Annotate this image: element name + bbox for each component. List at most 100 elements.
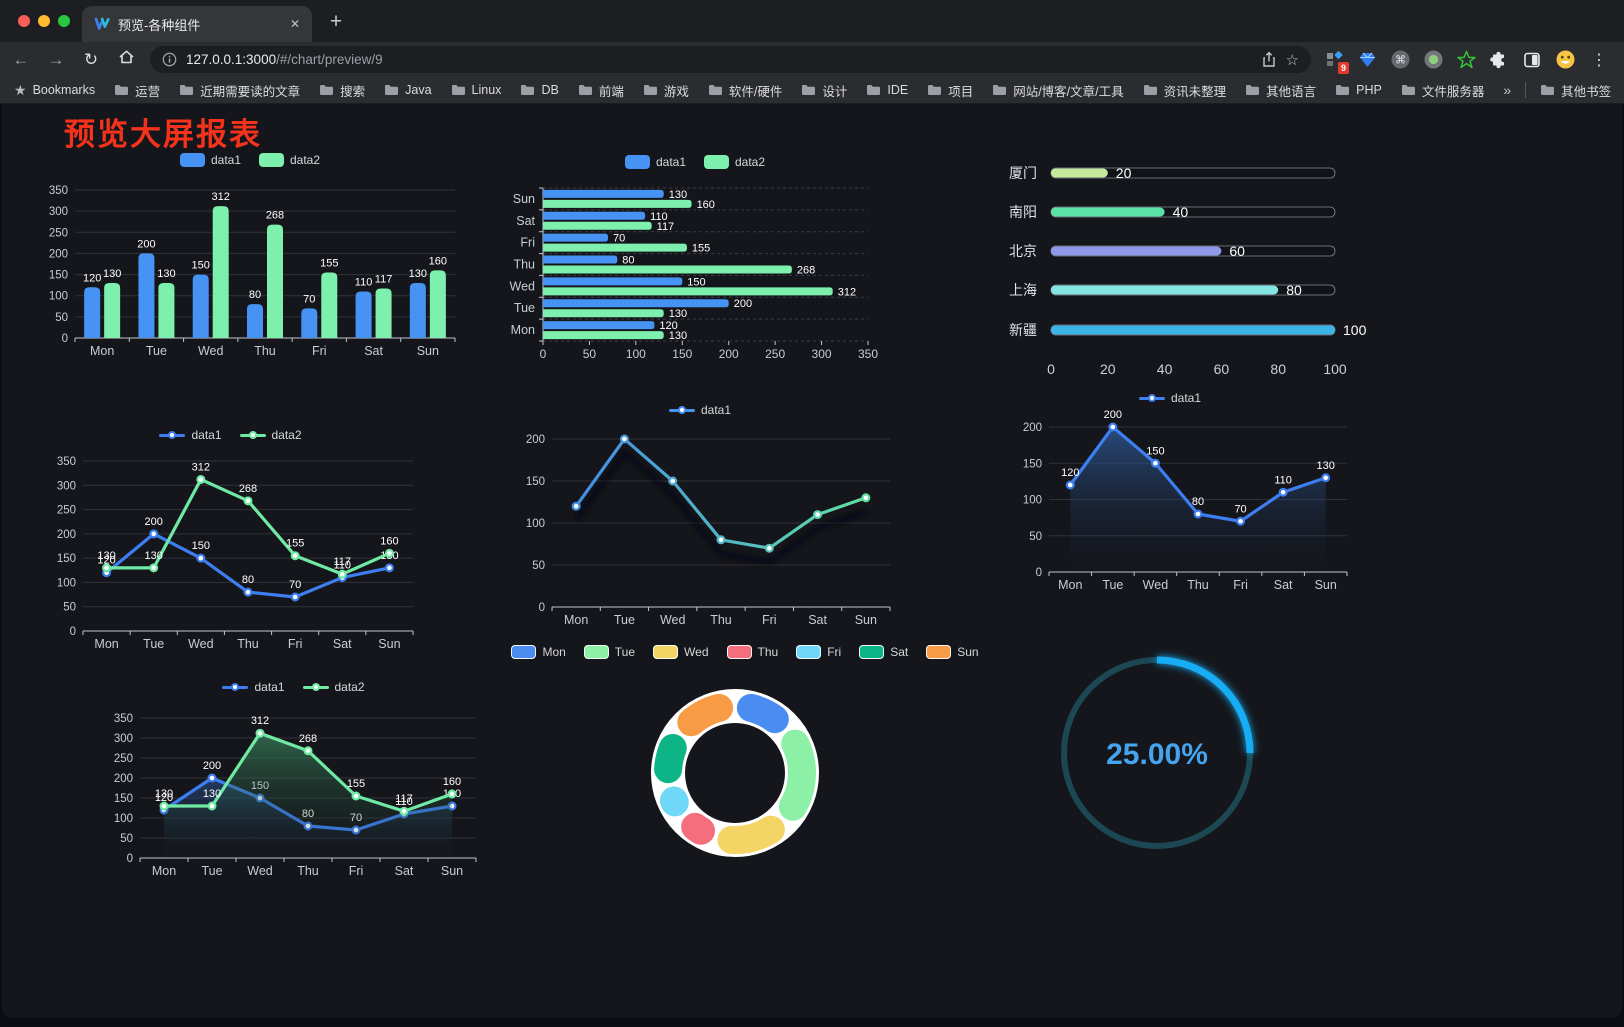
chart-canvas-area-dual: 0 50 100 150 200 250 300 350 Mon Tue Wed Thu Fri Sat S… bbox=[114, 713, 477, 878]
window-minimize-button[interactable] bbox=[38, 15, 50, 27]
svg-text:250: 250 bbox=[57, 505, 76, 517]
window-close-button[interactable] bbox=[18, 15, 30, 27]
svg-text:160: 160 bbox=[697, 199, 715, 211]
svg-text:Mon: Mon bbox=[94, 637, 118, 651]
emoji-extension-icon[interactable] bbox=[1555, 50, 1575, 70]
svg-text:110: 110 bbox=[650, 211, 668, 223]
svg-text:Sun: Sun bbox=[1315, 578, 1337, 592]
legend-item[interactable]: data2 bbox=[239, 428, 302, 442]
legend-item[interactable]: data1 bbox=[159, 428, 222, 442]
folder-icon bbox=[1541, 85, 1555, 95]
legend-item[interactable]: data2 bbox=[259, 153, 320, 167]
menu-dots-icon[interactable]: ⋮ bbox=[1591, 51, 1607, 69]
bookmark-item[interactable]: PHP bbox=[1335, 81, 1382, 100]
legend-item[interactable]: data2 bbox=[704, 155, 765, 169]
svg-text:0: 0 bbox=[70, 626, 76, 638]
bookmark-item[interactable]: 运营 bbox=[114, 81, 160, 100]
url-text: 127.0.0.1:3000/#/chart/preview/9 bbox=[186, 52, 383, 67]
legend-swatch bbox=[726, 645, 752, 659]
legend-item[interactable]: Thu bbox=[726, 645, 778, 659]
green-star-extension-icon[interactable] bbox=[1456, 50, 1476, 70]
svg-text:200: 200 bbox=[145, 516, 163, 528]
bookmark-item[interactable]: 其他语言 bbox=[1245, 81, 1316, 100]
legend-item[interactable]: data1 bbox=[668, 403, 731, 417]
svg-text:Sat: Sat bbox=[395, 864, 414, 878]
back-icon[interactable]: ← bbox=[12, 49, 30, 69]
svg-text:0: 0 bbox=[539, 602, 545, 614]
bookmark-item[interactable]: 软件/硬件 bbox=[708, 81, 782, 100]
bookmark-item[interactable]: 设计 bbox=[801, 81, 847, 100]
new-tab-button[interactable]: + bbox=[329, 10, 343, 33]
legend-item[interactable]: Sun bbox=[926, 645, 979, 659]
legend-item[interactable]: data1 bbox=[179, 153, 241, 167]
share-icon[interactable] bbox=[1261, 51, 1277, 68]
svg-text:新疆: 新疆 bbox=[1009, 322, 1037, 338]
svg-text:160: 160 bbox=[429, 255, 447, 267]
svg-text:150: 150 bbox=[192, 540, 210, 552]
svg-text:60: 60 bbox=[1229, 243, 1245, 259]
bookmark-item[interactable]: 资讯未整理 bbox=[1143, 81, 1226, 100]
home-icon[interactable] bbox=[115, 49, 137, 70]
extensions-puzzle-icon[interactable] bbox=[1489, 50, 1509, 70]
chart-canvas-area-single: 0 50 100 150 200 Mon Tue Wed Thu Fri Sat Sun 120 200 1… bbox=[1023, 409, 1348, 592]
svg-text:Thu: Thu bbox=[710, 613, 732, 627]
bookmarks-overflow-chevron[interactable]: » bbox=[1503, 82, 1512, 98]
svg-text:Tue: Tue bbox=[201, 864, 222, 878]
folder-icon bbox=[180, 85, 194, 95]
bookmark-item[interactable]: Java bbox=[384, 81, 432, 100]
legend-item[interactable]: Tue bbox=[583, 645, 635, 659]
svg-text:120: 120 bbox=[155, 792, 173, 804]
bookmark-item[interactable]: 搜索 bbox=[319, 81, 365, 100]
bookmark-item[interactable]: Linux bbox=[451, 81, 501, 100]
legend-item[interactable]: Mon bbox=[511, 645, 566, 659]
svg-text:Fri: Fri bbox=[288, 637, 303, 651]
folder-icon bbox=[643, 85, 657, 95]
gem-icon[interactable] bbox=[1357, 50, 1377, 70]
site-info-icon[interactable] bbox=[162, 52, 177, 67]
svg-text:268: 268 bbox=[299, 733, 317, 745]
legend-item[interactable]: data1 bbox=[624, 155, 686, 169]
bookmark-item[interactable]: 游戏 bbox=[643, 81, 689, 100]
bookmark-item[interactable]: 文件服务器 bbox=[1401, 81, 1484, 100]
svg-text:Thu: Thu bbox=[513, 258, 535, 272]
svg-text:150: 150 bbox=[57, 553, 76, 565]
svg-text:150: 150 bbox=[526, 476, 545, 488]
bookmark-item[interactable]: IDE bbox=[866, 81, 908, 100]
svg-text:100: 100 bbox=[57, 577, 76, 589]
address-bar[interactable]: 127.0.0.1:3000/#/chart/preview/9 ☆ bbox=[150, 46, 1311, 73]
bookmark-item[interactable]: 网站/博客/文章/工具 bbox=[992, 81, 1124, 100]
chart-canvas-line-gradient: 0 50 100 150 200 Mon Tue Wed Thu Fri Sat Sun bbox=[526, 434, 891, 627]
svg-text:Thu: Thu bbox=[254, 344, 276, 358]
browser-tab[interactable]: 预览-各种组件 ✕ bbox=[82, 6, 312, 42]
side-panel-icon[interactable] bbox=[1522, 50, 1542, 70]
bookmarks-root[interactable]: ★ Bookmarks bbox=[14, 82, 95, 99]
legend-item[interactable]: data1 bbox=[222, 680, 285, 694]
legend-item[interactable]: Wed bbox=[653, 645, 709, 659]
other-bookmarks[interactable]: 其他书签 bbox=[1540, 81, 1611, 100]
svg-text:110: 110 bbox=[334, 560, 352, 572]
grid-extension-icon[interactable]: 9 bbox=[1324, 50, 1349, 74]
command-extension-icon[interactable]: ⌘ bbox=[1390, 50, 1410, 70]
folder-icon bbox=[802, 85, 816, 95]
forward-icon[interactable]: → bbox=[47, 49, 65, 69]
svg-text:130: 130 bbox=[203, 788, 221, 800]
legend-swatch bbox=[222, 680, 249, 694]
legend-item[interactable]: data1 bbox=[1138, 391, 1201, 405]
bookmark-item[interactable]: 项目 bbox=[927, 81, 973, 100]
bookmark-item[interactable]: 近期需要读的文章 bbox=[179, 81, 300, 100]
bookmark-item[interactable]: 前端 bbox=[578, 81, 624, 100]
bookmark-star-icon[interactable]: ☆ bbox=[1285, 51, 1299, 69]
svg-text:150: 150 bbox=[192, 260, 210, 272]
legend-item[interactable]: Fri bbox=[796, 645, 841, 659]
svg-text:50: 50 bbox=[120, 833, 133, 845]
tab-close-icon[interactable]: ✕ bbox=[289, 17, 300, 31]
svg-text:150: 150 bbox=[687, 276, 705, 288]
record-extension-icon[interactable] bbox=[1423, 50, 1443, 70]
legend-item[interactable]: Sat bbox=[859, 645, 908, 659]
window-zoom-button[interactable] bbox=[58, 15, 70, 27]
svg-text:70: 70 bbox=[289, 579, 301, 591]
svg-text:80: 80 bbox=[1192, 496, 1204, 508]
bookmark-item[interactable]: DB bbox=[520, 81, 559, 100]
reload-icon[interactable]: ↻ bbox=[83, 49, 99, 69]
legend-item[interactable]: data2 bbox=[302, 680, 365, 694]
